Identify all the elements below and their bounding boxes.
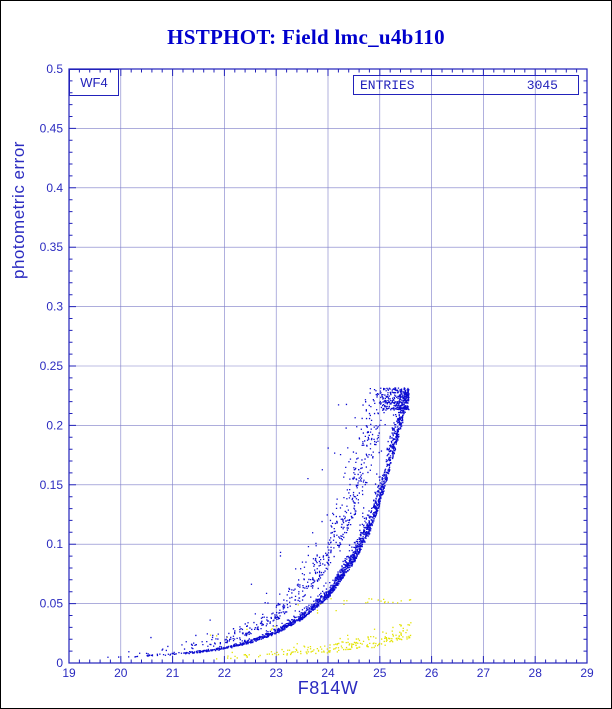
entries-box: ENTRIES 3045 — [353, 75, 579, 95]
axis-ticks — [68, 68, 588, 664]
svg-text:0.45: 0.45 — [40, 121, 64, 135]
chip-label-box: WF4 — [69, 69, 119, 96]
svg-text:0.1: 0.1 — [46, 537, 63, 551]
entries-value: 3045 — [526, 77, 558, 93]
svg-text:21: 21 — [166, 666, 180, 680]
svg-text:26: 26 — [425, 666, 439, 680]
svg-text:0.5: 0.5 — [46, 62, 63, 76]
entries-label: ENTRIES — [360, 77, 415, 93]
svg-text:0.4: 0.4 — [46, 181, 63, 195]
plot-points — [107, 387, 412, 660]
svg-text:0.25: 0.25 — [40, 359, 64, 373]
svg-text:0.3: 0.3 — [46, 300, 63, 314]
svg-text:19: 19 — [62, 666, 76, 680]
svg-text:0.15: 0.15 — [40, 478, 64, 492]
svg-text:25: 25 — [373, 666, 387, 680]
svg-text:20: 20 — [114, 666, 128, 680]
series-WF4-detections — [107, 387, 410, 658]
svg-text:24: 24 — [321, 666, 335, 680]
svg-text:0.2: 0.2 — [46, 418, 63, 432]
svg-text:0: 0 — [56, 656, 63, 670]
axis-tick-labels: 19 20 21 22 23 24 25 26 27 28 29 0 0.05 0.1 0.15 0.2 0.2… — [40, 62, 594, 680]
svg-text:29: 29 — [580, 666, 594, 680]
svg-text:22: 22 — [218, 666, 232, 680]
page-title: HSTPHOT: Field lmc_u4b110 — [167, 25, 445, 49]
grid-lines — [69, 69, 587, 663]
series-flagged-detections — [209, 598, 412, 660]
y-axis-title: photometric error — [9, 141, 28, 279]
svg-text:23: 23 — [270, 666, 284, 680]
svg-text:0.05: 0.05 — [40, 597, 64, 611]
svg-text:0.35: 0.35 — [40, 240, 64, 254]
chip-label: WF4 — [80, 75, 108, 90]
svg-text:27: 27 — [477, 666, 491, 680]
svg-text:28: 28 — [529, 666, 543, 680]
x-axis-title: F814W — [297, 678, 359, 698]
